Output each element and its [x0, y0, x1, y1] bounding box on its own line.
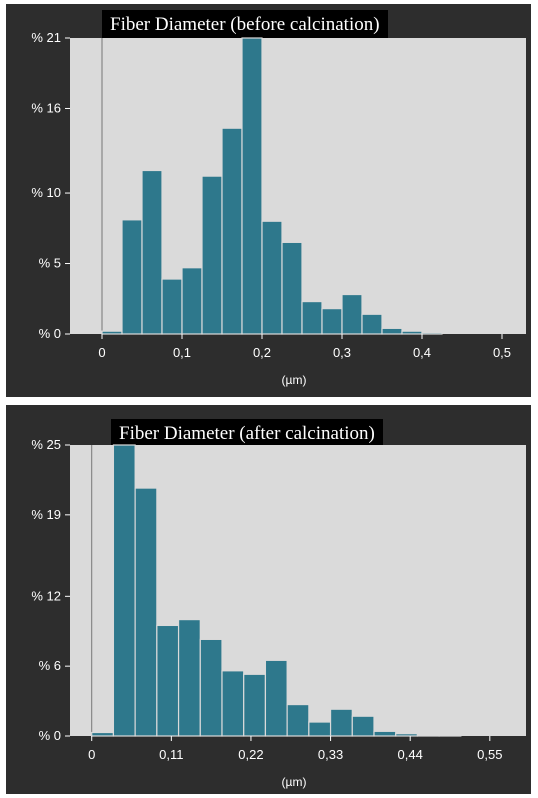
- histogram-bar: [181, 267, 203, 335]
- histogram-bar: [177, 619, 201, 737]
- x-tick-label: 0,44: [398, 747, 423, 762]
- histogram-bar: [373, 730, 397, 737]
- x-tick-label: 0,22: [238, 747, 263, 762]
- y-tick-label: % 6: [39, 658, 61, 673]
- histogram-bar: [241, 37, 263, 335]
- histogram-after-calcination: % 0 % 6 % 12 % 19 % 25 0 0,11 0,22 0,33 0,44 0,55 (…: [31, 437, 526, 789]
- histogram-before-calcination: % 0 % 5 % 10 % 16 % 21 0 0,1 0,2 0,3 0,4 0,5 (µm): [31, 30, 526, 387]
- x-axis-label: (µm): [282, 373, 307, 387]
- histogram-bar: [341, 293, 363, 335]
- x-tick-label: 0: [98, 345, 105, 360]
- chart-title: Fiber Diameter (before calcination): [102, 10, 388, 40]
- chart-panel-after: Fiber Diameter (after calcination) % 0% …: [6, 405, 531, 794]
- histogram-bar: [101, 330, 123, 335]
- x-tick-label: 0,5: [493, 345, 511, 360]
- y-tick-label: % 25: [31, 437, 61, 452]
- y-tick-label: % 5: [39, 256, 61, 271]
- y-tick-label: % 12: [31, 588, 61, 603]
- histogram-bar: [416, 734, 440, 737]
- x-tick-label: 0,11: [159, 747, 183, 762]
- histogram-bar: [161, 278, 183, 335]
- histogram-bar: [438, 734, 462, 737]
- x-tick-label: 0,55: [477, 747, 502, 762]
- histogram-bar: [221, 670, 245, 737]
- x-axis-label: (µm): [282, 775, 307, 789]
- histogram-bar: [301, 300, 323, 335]
- histogram-bar: [308, 721, 332, 737]
- histogram-bar: [395, 733, 419, 737]
- x-tick-label: 0: [88, 747, 95, 762]
- y-tick-label: % 0: [39, 728, 61, 743]
- histogram-bar: [351, 715, 375, 737]
- histogram-bar: [361, 313, 383, 335]
- histogram-bar: [221, 127, 243, 335]
- histogram-bar: [141, 169, 163, 335]
- histogram-bar: [201, 175, 223, 335]
- x-tick-label: 0,3: [333, 345, 351, 360]
- histogram-bar: [381, 327, 403, 335]
- histogram-bar: [329, 708, 353, 737]
- y-tick-label: % 21: [31, 30, 61, 45]
- y-tick-label: % 10: [31, 185, 61, 200]
- histogram-bar: [121, 219, 143, 335]
- y-tick-label: % 19: [31, 507, 61, 522]
- x-tick-label: 0,2: [253, 345, 271, 360]
- x-tick-label: 0,4: [413, 345, 431, 360]
- histogram-bar: [421, 331, 443, 335]
- y-tick-label: % 16: [31, 100, 61, 115]
- histogram-bar: [91, 731, 115, 737]
- chart-panel-before: Fiber Diameter (before calcination) % 0%…: [6, 4, 531, 397]
- histogram-bar: [243, 673, 267, 737]
- histogram-bar: [264, 659, 288, 737]
- histogram-bar: [261, 220, 283, 335]
- y-tick-label: % 0: [39, 326, 61, 341]
- histogram-bar: [401, 330, 423, 335]
- x-tick-label: 0,33: [318, 747, 343, 762]
- x-tick-label: 0,1: [173, 345, 191, 360]
- histogram-bar: [321, 308, 343, 335]
- chart-title: Fiber Diameter (after calcination): [111, 419, 383, 449]
- histogram-bar: [134, 487, 158, 737]
- histogram-bar: [156, 624, 180, 737]
- histogram-bar: [286, 703, 310, 737]
- histogram-bar: [281, 241, 303, 335]
- histogram-bar: [199, 638, 223, 737]
- histogram-bar: [112, 444, 136, 737]
